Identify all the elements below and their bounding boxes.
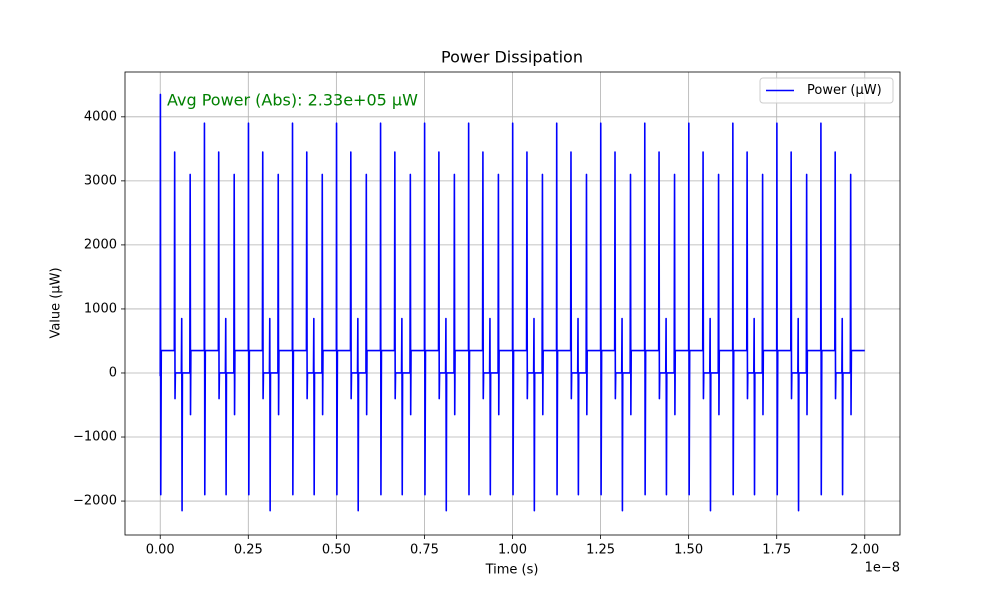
y-tick-label: 3000	[84, 173, 117, 188]
legend-label: Power (μW)	[807, 83, 882, 98]
x-tick-label: 1.50	[674, 543, 703, 558]
legend-box	[759, 77, 894, 104]
x-axis-label: Time (s)	[485, 563, 539, 578]
x-tick-label: 0.50	[322, 543, 351, 558]
x-tick-label: 0.25	[234, 543, 263, 558]
x-tick-label: 1.25	[586, 543, 615, 558]
x-tick-label: 1.00	[498, 543, 527, 558]
y-tick-label: 1000	[84, 301, 117, 316]
data-line	[159, 93, 865, 512]
x-offset-label: 1e−8	[865, 561, 900, 576]
y-tick-label: −1000	[73, 430, 117, 445]
x-tick-label: 0.75	[410, 543, 439, 558]
x-tick-label: 1.75	[762, 543, 791, 558]
y-tick-label: −2000	[73, 494, 117, 509]
x-tick-label: 0.00	[146, 543, 175, 558]
x-tick-label: 2.00	[850, 543, 879, 558]
annotation: Avg Power (Abs): 2.33e+05 μW	[167, 91, 418, 110]
y-axis-label: Value (μW)	[49, 267, 64, 338]
plot-frame	[124, 71, 901, 536]
chart-title: Power Dissipation	[441, 48, 583, 67]
y-tick-label: 0	[109, 365, 117, 380]
y-tick-label: 2000	[84, 237, 117, 252]
y-tick-label: 4000	[84, 109, 117, 124]
